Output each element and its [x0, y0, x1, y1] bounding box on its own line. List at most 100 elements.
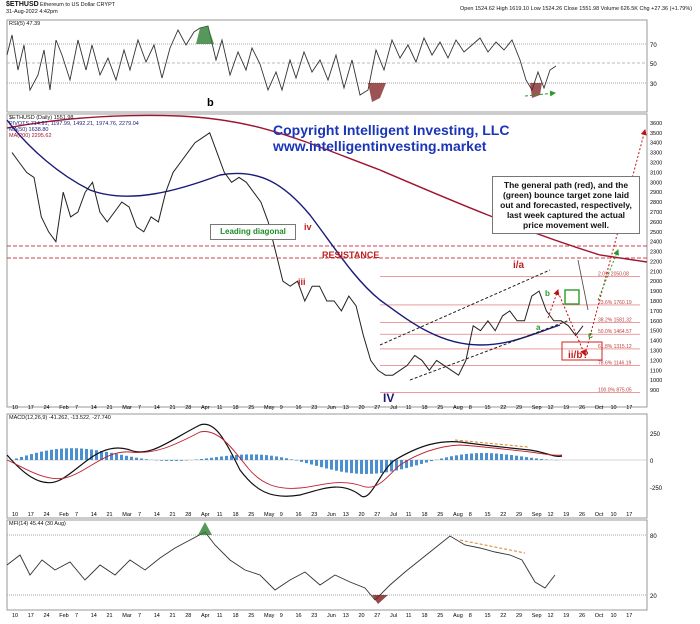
histogram-bar — [470, 453, 473, 460]
macd-line — [6, 423, 563, 498]
mfi-panel — [6, 519, 648, 611]
price-tick-label: 2000 — [650, 279, 662, 285]
histogram-bar — [390, 460, 393, 472]
histogram-bar — [425, 460, 428, 463]
x-tick-macd: 8 — [469, 512, 472, 518]
x-tick-macd: Feb — [59, 512, 68, 518]
x-tick: 11 — [217, 405, 223, 411]
x-tick-macd: 21 — [170, 512, 176, 518]
histogram-bar — [105, 451, 108, 460]
wave-label-iii: iii — [298, 277, 306, 287]
histogram-bar — [420, 460, 423, 464]
x-tick-mfi: Jul — [390, 613, 397, 619]
wave-label-b-green: b — [545, 289, 550, 298]
wave-label-a: a — [536, 323, 541, 332]
histogram-bar — [35, 452, 38, 460]
rsi-oversold-fill — [530, 83, 542, 98]
macd-histogram — [15, 448, 558, 474]
x-tick-macd: 10 — [12, 512, 18, 518]
rsi-oversold-fill — [368, 83, 386, 102]
fib-levels: 2.0% 2050.08 23.6% 1760.19 38.2% 1581.32 50… — [380, 271, 640, 394]
histogram-bar — [490, 453, 493, 460]
x-tick-macd: 20 — [359, 512, 365, 518]
ma50-label: MA(50) 1638.80 — [9, 127, 49, 133]
green-target-box — [564, 289, 580, 305]
histogram-bar — [360, 460, 363, 474]
x-tick-macd: 13 — [343, 512, 349, 518]
x-tick: Oct — [595, 405, 604, 411]
x-tick: 17 — [626, 405, 632, 411]
mfi-label: MFI(14) 45.44 (30 Aug) — [9, 521, 66, 527]
fib-label: 50.0% 1464.57 — [598, 329, 632, 335]
macd-signal-line — [6, 431, 563, 489]
histogram-bar — [95, 450, 98, 460]
x-tick-mfi: Sep — [532, 613, 542, 619]
x-tick: 17 — [28, 405, 34, 411]
x-axis: 10 17 24 Feb 7 14 21 Mar 7 14 21 28 Apr 11 18 25 May 9 16 2… — [12, 405, 632, 619]
histogram-bar — [295, 460, 298, 461]
histogram-bar — [400, 460, 403, 470]
x-tick-mfi: 11 — [217, 613, 223, 619]
macd-tick: 250 — [650, 432, 661, 438]
histogram-bar — [460, 454, 463, 460]
histogram-bar — [440, 458, 443, 460]
histogram-bar — [265, 455, 268, 460]
histogram-bar — [410, 460, 413, 467]
wave-label-i-a: i/a — [513, 260, 525, 271]
x-tick-mfi: 12 — [548, 613, 554, 619]
histogram-bar — [515, 455, 518, 460]
price-tick-label: 3200 — [650, 161, 662, 167]
x-tick-mfi: 28 — [185, 613, 191, 619]
x-tick: 29 — [516, 405, 522, 411]
x-tick-mfi: 18 — [422, 613, 428, 619]
price-tick-label: 2100 — [650, 269, 662, 275]
x-tick-macd: Sep — [532, 512, 542, 518]
price-tick-label: 2600 — [650, 220, 662, 226]
x-tick-macd: 23 — [311, 512, 317, 518]
price-tick-label: 2200 — [650, 259, 662, 265]
histogram-bar — [315, 460, 318, 466]
histogram-bar — [200, 458, 203, 460]
price-tick-label: 3100 — [650, 170, 662, 176]
histogram-bar — [205, 458, 208, 460]
macd-tick: -250 — [650, 486, 663, 492]
histogram-bar — [530, 457, 533, 460]
histogram-bar — [450, 456, 453, 460]
price-tick-label: 1800 — [650, 299, 662, 305]
x-tick-macd: 26 — [579, 512, 585, 518]
quote: Open 1524.62 High 1619.10 Low 1524.26 Cl… — [460, 6, 693, 12]
x-tick-mfi: 26 — [579, 613, 585, 619]
x-tick-macd: Aug — [453, 512, 463, 518]
histogram-bar — [130, 456, 133, 460]
x-tick-macd: Oct — [595, 512, 604, 518]
histogram-bar — [500, 453, 503, 460]
histogram-bar — [70, 448, 73, 460]
symbol-name: Ethereum to US Dollar CRYPT — [40, 2, 116, 8]
x-tick-macd: 18 — [422, 512, 428, 518]
x-tick-macd: 27 — [374, 512, 380, 518]
x-tick-macd: 14 — [91, 512, 97, 518]
x-tick-mfi: 23 — [311, 613, 317, 619]
histogram-bar — [455, 455, 458, 460]
histogram-bar — [20, 456, 23, 460]
wave-label-ii-b: ii/b? — [568, 350, 589, 361]
fib-label: 78.6% 1146.19 — [598, 361, 631, 367]
x-tick: Jul — [390, 405, 397, 411]
x-tick-macd: 14 — [154, 512, 160, 518]
x-tick-macd: 25 — [248, 512, 254, 518]
x-tick: 19 — [563, 405, 569, 411]
histogram-bar — [505, 454, 508, 460]
x-tick-macd: 17 — [626, 512, 632, 518]
histogram-bar — [115, 453, 118, 460]
histogram-bar — [145, 459, 148, 460]
x-tick-mfi: 11 — [406, 613, 412, 619]
fib-label: 23.6% 1760.19 — [598, 300, 632, 306]
x-tick-mfi: 10 — [611, 613, 617, 619]
x-tick: 10 — [611, 405, 617, 411]
x-tick: 14 — [91, 405, 97, 411]
price-tick-label: 1900 — [650, 289, 662, 295]
ma200-label: MA(200) 2295.62 — [9, 133, 52, 139]
price-tick-label: 2400 — [650, 240, 662, 246]
x-tick: 9 — [280, 405, 283, 411]
x-tick-mfi: Oct — [595, 613, 604, 619]
